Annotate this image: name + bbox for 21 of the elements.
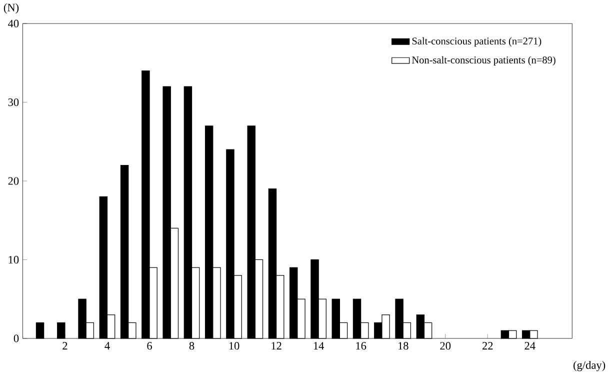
y-tick-label: 20 — [8, 177, 19, 185]
x-tick-label: 2 — [62, 342, 68, 350]
y-tick-label: 30 — [8, 98, 19, 106]
y-axis-title: (N) — [4, 4, 19, 14]
legend-label: Salt-conscious patients (n=271) — [412, 37, 542, 47]
x-tick-label: 22 — [482, 342, 493, 350]
x-tick-label: 16 — [356, 342, 366, 350]
x-tick-label: 10 — [229, 342, 240, 350]
y-tick-label: 0 — [14, 334, 19, 342]
y-tick-label: 40 — [8, 20, 19, 28]
legend-label: Non-salt-conscious patients (n=89) — [412, 56, 556, 66]
x-tick-label: 14 — [314, 342, 324, 350]
x-axis-title: (g/day) — [574, 361, 606, 372]
x-tick-label: 6 — [147, 342, 152, 350]
x-tick-label: 12 — [272, 342, 282, 350]
x-tick-label: 18 — [398, 342, 408, 350]
x-tick-label: 20 — [440, 342, 451, 350]
y-tick-label: 10 — [8, 256, 19, 264]
x-tick-label: 24 — [524, 342, 536, 350]
x-tick-label: 4 — [104, 342, 110, 350]
x-tick-label: 8 — [189, 342, 194, 350]
